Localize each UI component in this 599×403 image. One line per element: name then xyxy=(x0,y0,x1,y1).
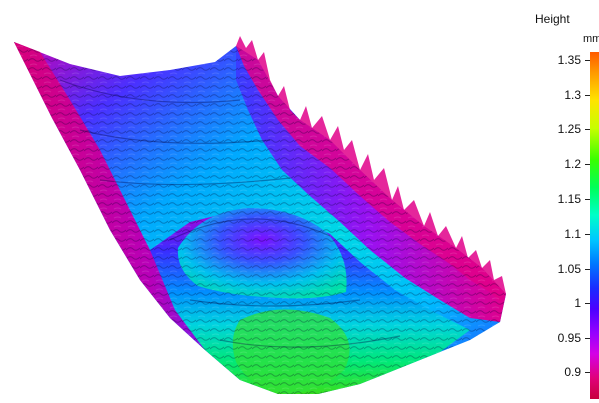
scale-tick-label: 1.15 xyxy=(557,192,581,206)
scale-tick-mark xyxy=(585,60,590,61)
scale-tick-mark xyxy=(585,303,590,304)
scale-tick-mark xyxy=(585,338,590,339)
surface-ridge-peaks xyxy=(236,36,506,302)
scale-tick-mark xyxy=(585,129,590,130)
scale-tick-label: 1.35 xyxy=(557,53,581,67)
scale-tick-label: 1.2 xyxy=(564,157,581,171)
scale-tick-mark xyxy=(585,372,590,373)
scale-tick-label: 0.9 xyxy=(564,365,581,379)
color-scale-title: Height xyxy=(535,12,570,26)
color-scale-bar xyxy=(590,52,599,399)
scale-tick-mark xyxy=(585,199,590,200)
surface-height-map xyxy=(14,36,506,394)
scale-tick-mark xyxy=(585,234,590,235)
surface-texture xyxy=(14,42,506,394)
scale-tick-label: 1.05 xyxy=(557,262,581,276)
color-scale-unit: mm xyxy=(583,33,599,45)
scale-tick-label: 0.95 xyxy=(557,331,581,345)
scale-tick-mark xyxy=(585,164,590,165)
scale-tick-label: 1.3 xyxy=(564,88,581,102)
surface-contours xyxy=(59,79,401,348)
scale-tick-label: 1.1 xyxy=(564,227,581,241)
scale-tick-label: 1 xyxy=(574,296,581,310)
scale-tick-label: 1.25 xyxy=(557,122,581,136)
scale-tick-mark xyxy=(585,95,590,96)
scale-tick-mark xyxy=(585,269,590,270)
